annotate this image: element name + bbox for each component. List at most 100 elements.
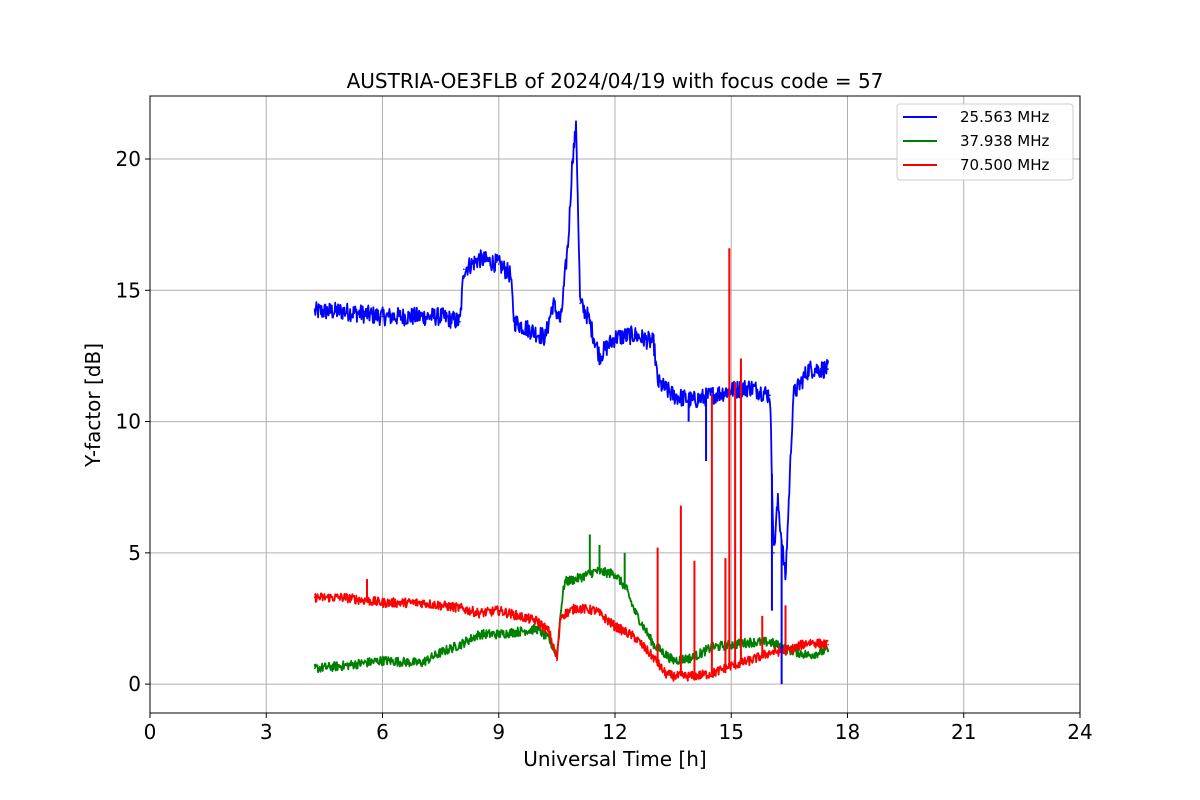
data-point (509, 273, 512, 276)
data-point (691, 399, 694, 402)
data-point (571, 158, 574, 160)
data-point (497, 633, 500, 636)
data-point (439, 651, 442, 654)
data-point (567, 236, 570, 239)
data-point (594, 570, 597, 573)
data-point (478, 257, 481, 260)
axis-ticks: 0 3 6 9 12 15 18 21 24 0 5 10 15 20 (116, 147, 1093, 744)
data-point (769, 394, 771, 397)
y-tick-label: 10 (116, 410, 141, 434)
data-point (773, 552, 775, 554)
data-point (459, 320, 461, 323)
x-axis-label: Universal Time [h] (523, 747, 706, 771)
data-point (313, 310, 316, 313)
series-1 (313, 566, 829, 674)
data-point (563, 580, 566, 583)
data-point (497, 609, 500, 612)
data-point (548, 638, 550, 641)
data-point (342, 310, 345, 313)
data-point (594, 609, 597, 612)
data-point (672, 675, 674, 678)
data-point (575, 578, 578, 580)
y-tick-label: 20 (116, 147, 141, 171)
legend-label: 70.500 MHz (960, 156, 1049, 174)
data-point (614, 336, 616, 339)
data-point (439, 315, 442, 318)
data-point (633, 334, 636, 336)
data-point (749, 641, 752, 643)
y-tick-label: 5 (128, 541, 141, 565)
data-point (769, 651, 771, 654)
data-point (459, 607, 461, 609)
data-point (598, 355, 601, 357)
series-0 (313, 120, 829, 581)
data-point (536, 628, 539, 630)
data-point (313, 596, 316, 599)
data-point (691, 657, 694, 659)
data-point (556, 659, 558, 662)
data-point (497, 263, 500, 265)
data-point (664, 672, 667, 675)
data-point (342, 664, 345, 667)
data-point (552, 302, 554, 305)
data-point (478, 633, 481, 636)
x-tick-label: 3 (260, 720, 273, 744)
data-point (827, 649, 829, 651)
y-tick-label: 0 (128, 672, 141, 696)
data-point (625, 588, 628, 591)
data-point (381, 315, 384, 318)
data-point (513, 320, 516, 323)
x-tick-label: 18 (835, 720, 860, 744)
x-tick-label: 0 (144, 720, 157, 744)
data-point (633, 636, 636, 638)
legend-label: 37.938 MHz (960, 132, 1049, 150)
series-layer (313, 120, 829, 685)
data-point (691, 675, 694, 678)
data-point (614, 573, 616, 575)
data-point (548, 630, 550, 633)
y-tick-label: 15 (116, 278, 141, 302)
data-point (559, 615, 562, 617)
data-point (807, 654, 810, 657)
data-point (807, 368, 810, 370)
data-point (517, 630, 519, 633)
x-tick-label: 9 (492, 720, 505, 744)
data-point (633, 609, 636, 612)
data-point (749, 659, 752, 662)
data-point (528, 328, 531, 331)
data-point (656, 381, 659, 383)
data-point (575, 126, 578, 129)
legend-box (896, 103, 1074, 181)
legend-label: 25.563 MHz (960, 108, 1049, 126)
data-point (478, 612, 481, 615)
data-point (652, 342, 655, 344)
series-line (313, 566, 829, 674)
x-tick-label: 15 (719, 720, 744, 744)
series-line (314, 592, 829, 682)
x-tick-label: 6 (376, 720, 389, 744)
data-point (559, 609, 562, 612)
chart-title: AUSTRIA-OE3FLB of 2024/04/19 with focus … (347, 69, 884, 93)
data-point (342, 596, 345, 599)
data-point (652, 657, 655, 659)
y-axis-label: Y-factor [dB] (81, 343, 105, 468)
data-point (730, 389, 733, 391)
data-point (792, 394, 795, 397)
data-point (587, 315, 589, 318)
data-point (381, 601, 384, 604)
data-point (463, 268, 465, 271)
data-point (544, 336, 547, 339)
data-point (420, 662, 423, 664)
series-2 (313, 592, 829, 682)
x-tick-label: 24 (1067, 720, 1092, 744)
data-point (401, 315, 403, 318)
data-point (776, 499, 779, 502)
data-point (420, 601, 423, 604)
data-point (459, 643, 461, 646)
data-point (575, 607, 578, 609)
data-point (730, 664, 733, 667)
data-point (362, 599, 364, 601)
data-point (672, 394, 674, 397)
data-point (730, 643, 733, 646)
